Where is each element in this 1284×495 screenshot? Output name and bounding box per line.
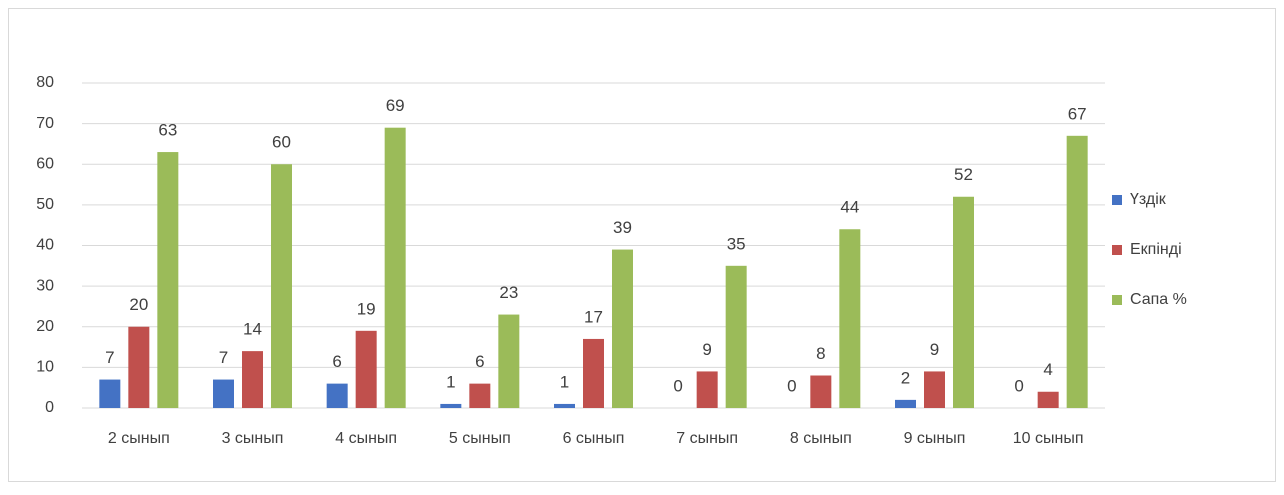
legend-label: Сапа % xyxy=(1130,291,1187,308)
bar xyxy=(953,196,974,408)
value-label: 35 xyxy=(727,234,746,253)
value-label: 60 xyxy=(272,133,291,152)
value-label: 7 xyxy=(105,348,114,367)
x-tick-label: 3 сынып xyxy=(222,430,284,447)
bar xyxy=(355,330,377,408)
bar xyxy=(696,371,718,408)
x-tick-label: 10 сынып xyxy=(1013,430,1084,447)
bar xyxy=(924,371,945,408)
bar xyxy=(271,164,292,408)
value-label: 20 xyxy=(129,295,148,314)
x-tick-label: 2 сынып xyxy=(108,430,170,447)
bar xyxy=(469,383,491,408)
legend-label: Үздік xyxy=(1130,191,1167,208)
y-tick-label: 80 xyxy=(36,74,54,91)
value-label: 67 xyxy=(1068,104,1087,123)
value-label: 6 xyxy=(332,352,341,371)
value-label: 9 xyxy=(930,340,939,359)
bar xyxy=(498,314,520,408)
value-label: 39 xyxy=(613,218,632,237)
value-label: 6 xyxy=(475,352,484,371)
value-label: 7 xyxy=(219,348,228,367)
bar xyxy=(440,403,462,408)
bar xyxy=(384,127,406,408)
x-tick-label: 6 сынып xyxy=(563,430,625,447)
value-label: 0 xyxy=(787,376,796,395)
value-label: 0 xyxy=(1014,376,1023,395)
bar xyxy=(1066,135,1088,408)
bar xyxy=(242,351,263,408)
y-tick-label: 70 xyxy=(36,115,54,132)
value-label: 1 xyxy=(446,372,455,391)
bar xyxy=(839,229,861,408)
value-label: 52 xyxy=(954,165,973,184)
value-label: 14 xyxy=(243,320,262,339)
bar xyxy=(99,379,121,408)
value-label: 9 xyxy=(702,340,711,359)
value-label: 69 xyxy=(386,96,405,115)
value-label: 8 xyxy=(816,344,825,363)
bar xyxy=(895,399,916,408)
y-tick-label: 10 xyxy=(36,359,54,376)
bar xyxy=(128,326,150,408)
value-label: 0 xyxy=(673,376,682,395)
x-tick-label: 5 сынып xyxy=(449,430,511,447)
y-tick-label: 60 xyxy=(36,155,54,172)
bar xyxy=(213,379,234,408)
value-label: 23 xyxy=(499,283,518,302)
y-tick-label: 0 xyxy=(45,399,54,416)
value-label: 44 xyxy=(840,198,859,217)
bar xyxy=(725,265,747,408)
bar xyxy=(583,338,604,408)
x-tick-label: 4 сынып xyxy=(335,430,397,447)
x-tick-label: 8 сынып xyxy=(790,430,852,447)
legend-swatch xyxy=(1112,245,1122,255)
value-label: 1 xyxy=(560,372,569,391)
value-label: 4 xyxy=(1043,360,1052,379)
bar xyxy=(554,403,575,408)
value-label: 19 xyxy=(357,299,376,318)
value-label: 63 xyxy=(158,121,177,140)
bar xyxy=(810,375,832,408)
bar xyxy=(157,152,179,408)
legend-swatch xyxy=(1112,295,1122,305)
bar xyxy=(1037,391,1059,408)
y-tick-label: 40 xyxy=(36,237,54,254)
y-tick-label: 30 xyxy=(36,277,54,294)
y-tick-label: 50 xyxy=(36,196,54,213)
x-tick-label: 9 сынып xyxy=(904,430,966,447)
legend-label: Екпінді xyxy=(1130,241,1182,258)
value-label: 17 xyxy=(584,307,603,326)
value-label: 2 xyxy=(901,368,910,387)
legend-swatch xyxy=(1112,195,1122,205)
bar xyxy=(326,383,348,408)
y-tick-label: 20 xyxy=(36,318,54,335)
bar xyxy=(612,249,633,408)
x-tick-label: 7 сынып xyxy=(676,430,738,447)
